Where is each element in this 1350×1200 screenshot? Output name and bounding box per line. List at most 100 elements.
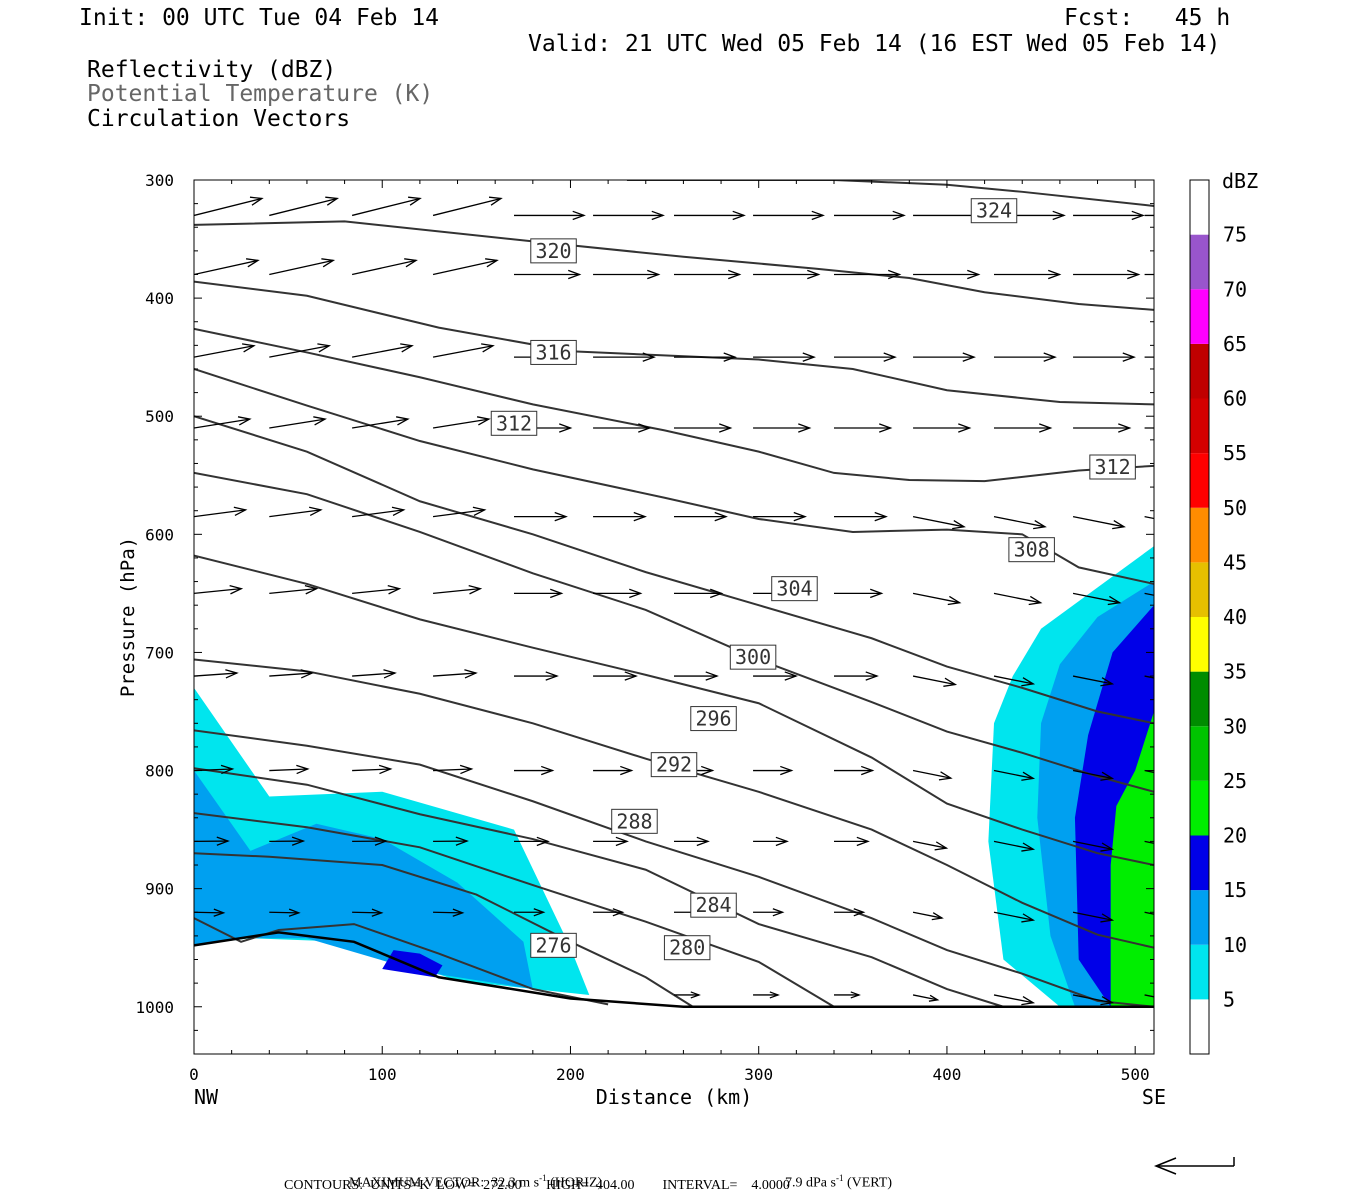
theta-contour-10 — [194, 767, 1004, 1008]
max-vector-vertical: 7.9 dPa s-1 (VERT) — [778, 1160, 892, 1191]
theta-label-box — [690, 706, 737, 732]
vector-arrow — [993, 592, 1043, 606]
colorbar-level-label: 20 — [1223, 824, 1247, 848]
theta-label: 308 — [1008, 537, 1055, 563]
vector-arrow — [1144, 675, 1154, 679]
theta-contour-5 — [194, 415, 1154, 725]
vector-arrow — [593, 671, 638, 681]
vector-arrow — [514, 511, 568, 522]
theta-label: 324 — [970, 198, 1018, 224]
colorbar-bin — [1190, 398, 1209, 454]
y-tick-label: 400 — [145, 289, 174, 308]
vector-arrow — [912, 515, 966, 530]
theta-label-box — [690, 892, 737, 918]
vector-arrow — [834, 765, 875, 776]
vector-arrow — [912, 840, 949, 851]
vector-arrow — [593, 765, 634, 776]
y-tick-label: 900 — [145, 880, 174, 899]
theta-label-box — [611, 808, 658, 834]
vector-arrow — [351, 196, 422, 217]
vector-arrow — [912, 994, 940, 1002]
vector-arrow — [593, 588, 643, 599]
vector-arrow — [1144, 592, 1154, 596]
y-tick-label: 600 — [145, 525, 174, 544]
vector-arrow — [674, 269, 742, 280]
vector-arrow — [1144, 515, 1154, 520]
vector-arrow — [674, 423, 733, 433]
x-end-right: SE — [1142, 1085, 1166, 1109]
vector-arrow — [194, 836, 230, 846]
colorbar-frame — [1189, 179, 1210, 1055]
vector-arrow — [993, 769, 1036, 781]
x-tick-label: 200 — [556, 1065, 585, 1084]
vector-arrow — [194, 506, 248, 518]
theta-label-box — [490, 410, 538, 436]
contours-info: CONTOURS: UNITS=K LOW= 272.00 HIGH= 404.… — [284, 1178, 790, 1193]
vector-arrow — [514, 269, 582, 280]
y-tick-label: 700 — [145, 643, 174, 662]
theta-label-text: 296 — [695, 707, 731, 731]
vector-arrow — [994, 352, 1057, 362]
vector-arrow — [514, 836, 550, 847]
theta-label-box — [771, 576, 818, 602]
vector-arrow — [674, 352, 737, 362]
vector-arrow — [753, 765, 794, 776]
theta-label: 304 — [771, 576, 818, 602]
vector-arrow — [753, 908, 785, 917]
vector-arrow — [432, 196, 503, 217]
vector-arrow — [433, 836, 469, 846]
theta-contour-2 — [194, 280, 1154, 406]
vector-arrow — [269, 585, 319, 595]
theta-label: 296 — [690, 706, 737, 732]
terrain-polyline — [193, 931, 1154, 1009]
theta-label: 312 — [490, 410, 538, 436]
theta-contour-8 — [194, 658, 1154, 949]
theta-label-text: 312 — [1095, 455, 1131, 479]
vector-arrow — [1073, 269, 1141, 280]
colorbar-level-label: 50 — [1223, 496, 1247, 520]
vector-arrow — [834, 671, 879, 681]
vector-arrow — [352, 836, 389, 846]
vector-arrow — [1144, 769, 1154, 774]
vector-arrow — [1144, 994, 1154, 998]
vector-arrow — [593, 210, 665, 221]
init-time: Init: 00 UTC Tue 04 Feb 14 — [79, 5, 440, 31]
theta-label: 280 — [663, 935, 711, 961]
colorbar-bin — [1190, 507, 1209, 563]
vector-arrow — [1072, 515, 1126, 530]
vector-arrow — [753, 210, 825, 221]
theta-label: 300 — [729, 644, 777, 670]
theta-label-box — [530, 339, 577, 365]
vector-arrow — [834, 423, 893, 433]
theta-label-text: 280 — [669, 936, 705, 960]
colorbar-level-label: 30 — [1223, 714, 1247, 738]
theta-contour-11 — [194, 812, 835, 1008]
vector-arrow — [912, 675, 958, 687]
vector-arrow — [674, 991, 701, 999]
vector-arrow — [1144, 911, 1154, 915]
vector-arrow — [432, 416, 491, 429]
vector-arrow — [1144, 840, 1154, 844]
vector-arrow — [912, 769, 953, 781]
colorbar-bin-below-5 — [1190, 999, 1209, 1054]
vector-arrow — [433, 908, 465, 917]
vector-arrow — [753, 991, 780, 999]
vector-arrow — [269, 669, 315, 679]
vector-arrow — [352, 669, 397, 679]
vector-arrow — [432, 343, 495, 358]
colorbar-level-label: 5 — [1223, 987, 1235, 1011]
vector-arrow — [352, 764, 393, 775]
y-tick-label: 500 — [145, 407, 174, 426]
theta-label-text: 276 — [535, 933, 571, 957]
theta-label-text: 304 — [776, 577, 812, 601]
vector-arrow — [753, 352, 816, 362]
vector-arrow — [514, 588, 564, 599]
vector-arrow — [674, 210, 746, 221]
colorbar-bin — [1190, 944, 1209, 1000]
y-tick-label: 1000 — [135, 998, 174, 1017]
vector-arrow — [514, 671, 559, 681]
theta-label-text: 308 — [1014, 538, 1050, 562]
axes: 0 100 200 300 400 500 300 400 500 600 700 800 900 100… — [135, 171, 1154, 1084]
vector-arrow — [194, 669, 239, 679]
field-reflectivity: Reflectivity (dBZ) — [87, 57, 337, 83]
